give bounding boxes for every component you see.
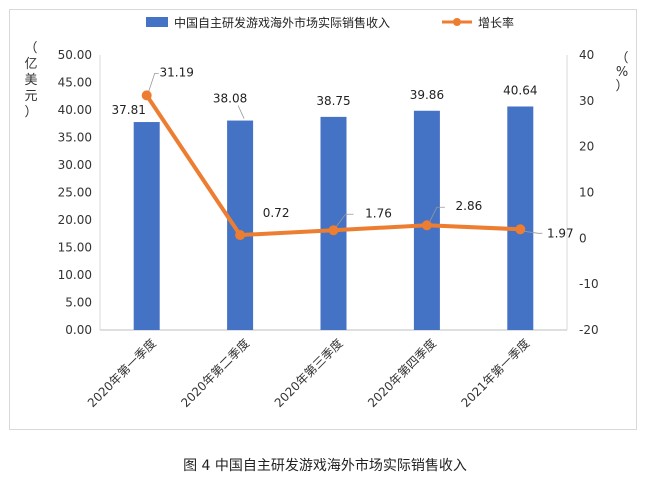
y-right-axis-label-char: % — [616, 65, 628, 80]
y-right-tick-label: -10 — [579, 277, 599, 291]
bar-data-label: 39.86 — [410, 88, 444, 102]
y-right-tick-label: 0 — [579, 231, 587, 245]
legend-bar-swatch — [146, 17, 168, 27]
line-data-label: 31.19 — [160, 65, 194, 79]
y-left-axis-label-char: ） — [24, 105, 37, 120]
y-left-axis-label-char: （ — [24, 41, 37, 56]
bar — [133, 122, 160, 330]
line-data-label: 2.86 — [456, 199, 483, 213]
growth-point — [328, 225, 339, 236]
y-left-tick-label: 15.00 — [58, 241, 92, 255]
line-data-label: 1.76 — [365, 206, 392, 220]
y-left-axis-label-char: 元 — [24, 89, 37, 104]
leader-line — [336, 213, 354, 227]
line-data-label: 1.97 — [547, 226, 574, 240]
bar — [320, 116, 347, 330]
y-left-tick-label: 30.00 — [58, 158, 92, 172]
y-left-axis-label-char: 美 — [24, 73, 37, 88]
y-left-axis-label-char: 亿 — [24, 57, 37, 72]
y-right-tick-label: 30 — [579, 94, 594, 108]
x-tick-label: 2020年第二季度 — [178, 336, 253, 411]
y-right-tick-label: -20 — [579, 323, 599, 337]
leader-line — [429, 206, 445, 222]
x-tick-label: 2021年第一季度 — [458, 336, 533, 411]
y-right-tick-label: 10 — [579, 186, 594, 200]
line-data-label: 0.72 — [263, 206, 290, 220]
y-right-axis-label-char: （ — [615, 51, 628, 66]
legend-line-label: 增长率 — [478, 15, 514, 30]
bar — [227, 120, 254, 330]
bar-data-label: 38.75 — [316, 94, 350, 108]
x-tick-label: 2020年第三季度 — [271, 336, 346, 411]
x-tick-label: 2020年第一季度 — [84, 336, 159, 411]
chart: 0.00 5.00 10.00 15.00 20.00 25.00 30.00 35.00 40… — [24, 15, 628, 411]
leader-line — [148, 72, 159, 92]
y-left-tick-label: 40.00 — [58, 103, 92, 117]
growth-point — [421, 220, 432, 231]
y-right-tick-label: 40 — [579, 48, 594, 62]
x-tick-label: 2020年第四季度 — [364, 336, 439, 411]
growth-point — [141, 90, 152, 101]
figure-caption: 图 4 中国自主研发游戏海外市场实际销售收入 — [183, 458, 467, 474]
y-left-tick-label: 50.00 — [58, 48, 92, 62]
leader-line — [237, 105, 245, 119]
y-left-tick-label: 10.00 — [58, 268, 92, 282]
chart-frame: 0.00 5.00 10.00 15.00 20.00 25.00 30.00 35.00 40… — [9, 9, 637, 430]
legend-bar-label: 中国自主研发游戏海外市场实际销售收入 — [174, 15, 390, 30]
y-left-tick-label: 5.00 — [65, 296, 92, 310]
leader-line — [524, 230, 543, 234]
y-right-tick-label: 20 — [579, 140, 594, 154]
bar-data-label: 40.64 — [503, 83, 537, 97]
bar — [507, 106, 534, 330]
bar-data-label: 37.81 — [112, 103, 146, 117]
y-left-tick-label: 0.00 — [65, 323, 92, 337]
y-left-tick-label: 25.00 — [58, 186, 92, 200]
y-left-tick-label: 35.00 — [58, 131, 92, 145]
growth-point — [235, 230, 246, 241]
y-right-axis-label-char: ） — [615, 79, 628, 94]
y-left-tick-label: 20.00 — [58, 213, 92, 227]
growth-point — [515, 224, 526, 235]
bar-data-label: 38.08 — [213, 92, 247, 106]
legend-line-marker — [453, 18, 461, 26]
y-left-tick-label: 45.00 — [58, 76, 92, 90]
